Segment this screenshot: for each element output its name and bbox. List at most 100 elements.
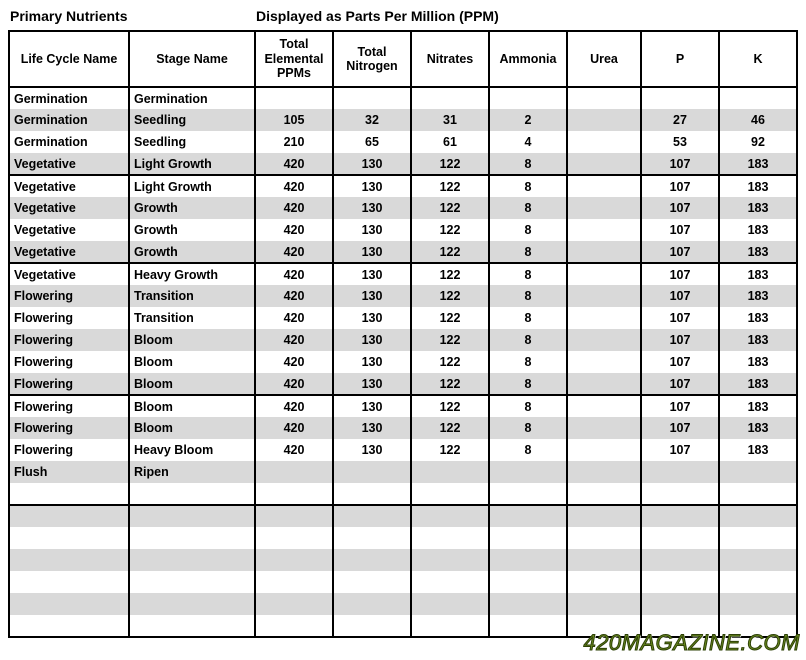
cell-value [411, 527, 489, 549]
table-row: FloweringBloom4201301228107183 [9, 373, 797, 395]
table-row: FloweringTransition4201301228107183 [9, 285, 797, 307]
table-header-row: Life Cycle Name Stage Name Total Element… [9, 31, 797, 87]
cell-stage [129, 615, 255, 637]
table-row: VegetativeGrowth4201301228107183 [9, 197, 797, 219]
cell-value: 420 [255, 219, 333, 241]
cell-value: 122 [411, 373, 489, 395]
cell-life-cycle: Vegetative [9, 219, 129, 241]
cell-value [641, 461, 719, 483]
cell-value: 420 [255, 153, 333, 175]
cell-value [489, 483, 567, 505]
cell-value: 183 [719, 329, 797, 351]
cell-stage: Light Growth [129, 175, 255, 197]
cell-value [489, 571, 567, 593]
cell-value [719, 483, 797, 505]
cell-life-cycle: Flowering [9, 439, 129, 461]
table-row: FloweringBloom4201301228107183 [9, 395, 797, 417]
cell-value: 107 [641, 263, 719, 285]
cell-value: 130 [333, 197, 411, 219]
cell-value [567, 153, 641, 175]
table-row: GerminationSeedling210656145392 [9, 131, 797, 153]
cell-value: 420 [255, 329, 333, 351]
cell-value: 122 [411, 417, 489, 439]
cell-value [567, 593, 641, 615]
cell-value [255, 505, 333, 527]
cell-value: 122 [411, 351, 489, 373]
cell-value [255, 549, 333, 571]
cell-value [641, 571, 719, 593]
cell-value [567, 351, 641, 373]
cell-value: 107 [641, 153, 719, 175]
cell-value: 183 [719, 197, 797, 219]
cell-value: 107 [641, 219, 719, 241]
cell-value: 183 [719, 417, 797, 439]
cell-value: 130 [333, 329, 411, 351]
cell-value [641, 527, 719, 549]
cell-life-cycle: Vegetative [9, 197, 129, 219]
cell-stage: Transition [129, 285, 255, 307]
cell-value [567, 241, 641, 263]
cell-stage: Heavy Bloom [129, 439, 255, 461]
table-row: FloweringTransition4201301228107183 [9, 307, 797, 329]
cell-value: 8 [489, 241, 567, 263]
cell-value [489, 549, 567, 571]
cell-stage [129, 571, 255, 593]
cell-value [411, 505, 489, 527]
cell-value: 107 [641, 395, 719, 417]
cell-value: 8 [489, 395, 567, 417]
table-row: FloweringBloom4201301228107183 [9, 417, 797, 439]
cell-value: 420 [255, 307, 333, 329]
cell-value [333, 549, 411, 571]
cell-stage: Light Growth [129, 153, 255, 175]
cell-value [567, 549, 641, 571]
cell-value: 130 [333, 263, 411, 285]
cell-value [489, 461, 567, 483]
cell-value: 122 [411, 175, 489, 197]
cell-value: 107 [641, 175, 719, 197]
cell-stage [129, 483, 255, 505]
table-row [9, 571, 797, 593]
cell-value: 130 [333, 219, 411, 241]
cell-value: 53 [641, 131, 719, 153]
cell-stage: Bloom [129, 395, 255, 417]
cell-value: 210 [255, 131, 333, 153]
cell-value: 130 [333, 373, 411, 395]
cell-value: 130 [333, 439, 411, 461]
cell-value: 130 [333, 351, 411, 373]
cell-value: 130 [333, 153, 411, 175]
cell-value: 2 [489, 109, 567, 131]
cell-value [567, 263, 641, 285]
cell-value: 107 [641, 307, 719, 329]
cell-value: 27 [641, 109, 719, 131]
cell-value [567, 417, 641, 439]
cell-life-cycle: Vegetative [9, 241, 129, 263]
cell-value [333, 87, 411, 109]
cell-value [333, 505, 411, 527]
cell-value: 183 [719, 351, 797, 373]
cell-value [567, 329, 641, 351]
cell-stage: Heavy Growth [129, 263, 255, 285]
cell-value [567, 109, 641, 131]
cell-stage: Seedling [129, 131, 255, 153]
cell-value [567, 527, 641, 549]
cell-value [567, 307, 641, 329]
cell-stage: Bloom [129, 417, 255, 439]
cell-stage: Seedling [129, 109, 255, 131]
cell-value [333, 483, 411, 505]
table-row [9, 505, 797, 527]
cell-value: 8 [489, 285, 567, 307]
cell-value [641, 549, 719, 571]
cell-value: 130 [333, 175, 411, 197]
cell-value: 130 [333, 285, 411, 307]
cell-life-cycle: Flowering [9, 307, 129, 329]
cell-life-cycle [9, 593, 129, 615]
cell-life-cycle [9, 571, 129, 593]
cell-value: 122 [411, 219, 489, 241]
cell-value: 130 [333, 307, 411, 329]
table-row: FlushRipen [9, 461, 797, 483]
cell-life-cycle: Flowering [9, 373, 129, 395]
table-row: GerminationSeedling105323122746 [9, 109, 797, 131]
cell-value [567, 505, 641, 527]
cell-value [567, 395, 641, 417]
cell-life-cycle: Flowering [9, 351, 129, 373]
